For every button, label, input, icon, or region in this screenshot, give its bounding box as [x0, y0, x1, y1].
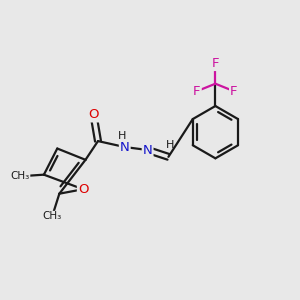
Text: F: F: [230, 85, 238, 98]
Text: N: N: [120, 140, 130, 154]
Text: CH₃: CH₃: [43, 212, 62, 221]
Text: F: F: [212, 57, 219, 70]
Text: O: O: [88, 108, 99, 122]
Text: H: H: [166, 140, 174, 150]
Text: F: F: [193, 85, 201, 98]
Text: O: O: [78, 183, 88, 196]
Text: N: N: [143, 143, 152, 157]
Text: H: H: [118, 131, 126, 141]
Text: CH₃: CH₃: [11, 171, 30, 181]
